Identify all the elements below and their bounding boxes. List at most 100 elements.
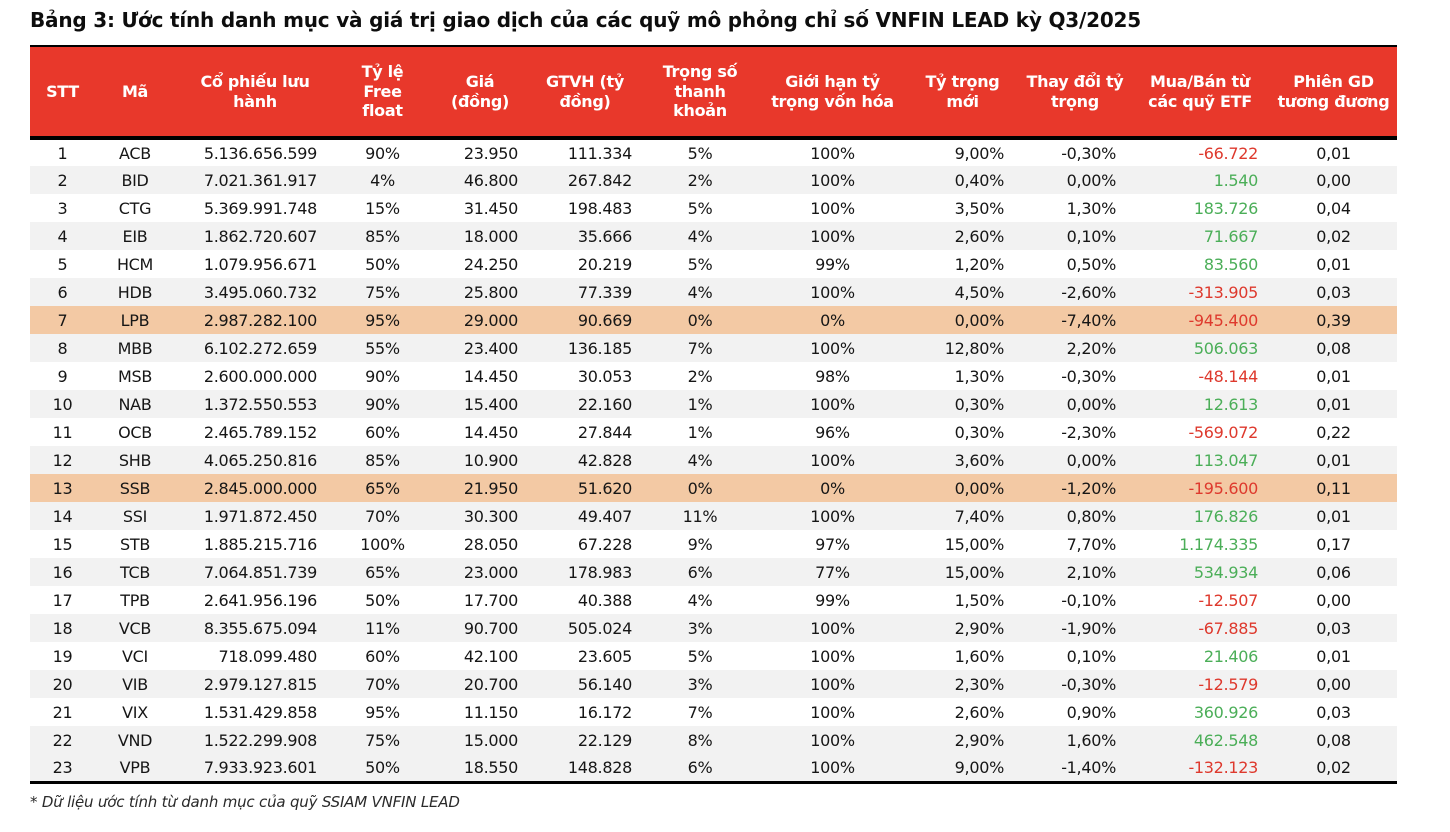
cell-free_float: 65% bbox=[365, 478, 400, 498]
cell-liquidity_weight: 4% bbox=[687, 282, 713, 302]
cell-liquidity_weight: 2% bbox=[687, 170, 713, 190]
report-page: Bảng 3: Ước tính danh mục và giá trị gia… bbox=[30, 8, 1397, 811]
cell-free_float: 95% bbox=[365, 702, 400, 722]
cell-etf_flow: 1.540 bbox=[1213, 170, 1259, 190]
cell-mcap: 35.666 bbox=[577, 226, 632, 246]
cell-stt: 5 bbox=[57, 254, 68, 274]
cell-sessions: 0,01 bbox=[1316, 143, 1351, 163]
cell-sessions: 0,00 bbox=[1316, 590, 1351, 610]
cell-stt: 13 bbox=[52, 478, 73, 498]
cell-liquidity_weight: 4% bbox=[687, 450, 713, 470]
table-row-OCB: 11 OCB 2.465.789.152 60% 14.450 27.844 1% 96% 0,… bbox=[30, 418, 1397, 446]
cell-weight_change: 0,50% bbox=[1066, 254, 1117, 274]
cell-liquidity_weight: 3% bbox=[687, 674, 713, 694]
cell-price: 30.300 bbox=[463, 506, 518, 526]
cell-etf_flow: 176.826 bbox=[1193, 506, 1258, 526]
cell-new_weight: 2,30% bbox=[954, 674, 1005, 694]
cell-cap_limit: 100% bbox=[810, 646, 855, 666]
cell-sessions: 0,03 bbox=[1316, 282, 1351, 302]
cell-weight_change: 0,00% bbox=[1066, 170, 1117, 190]
cell-new_weight: 9,00% bbox=[905, 754, 1020, 784]
cell-stt: 8 bbox=[57, 338, 68, 358]
cell-new_weight: 1,60% bbox=[954, 646, 1005, 666]
cell-shares: 2.845.000.000 bbox=[203, 478, 317, 498]
column-header-shares: Cổ phiếu lưu hành bbox=[175, 45, 335, 140]
cell-liquidity_weight: 6% bbox=[640, 754, 760, 784]
cell-stt: 22 bbox=[52, 730, 73, 750]
cell-sessions: 0,01 bbox=[1316, 254, 1351, 274]
cell-shares: 2.641.956.196 bbox=[203, 590, 317, 610]
cell-sessions: 0,17 bbox=[1316, 534, 1351, 554]
cell-weight_change: -0,30% bbox=[1061, 366, 1116, 386]
cell-weight_change: 0,80% bbox=[1066, 506, 1117, 526]
cell-new_weight: 2,60% bbox=[954, 226, 1005, 246]
cell-mcap: 27.844 bbox=[577, 422, 632, 442]
cell-etf_flow: 183.726 bbox=[1193, 198, 1258, 218]
cell-sessions: 0,01 bbox=[1316, 506, 1351, 526]
table-row-VCB: 18 VCB 8.355.675.094 11% 90.700 505.024 3% 100%… bbox=[30, 614, 1397, 642]
cell-free_float: 15% bbox=[365, 198, 400, 218]
column-header-sessions: Phiên GD tương đương bbox=[1270, 45, 1397, 140]
column-header-new_weight: Tỷ trọng mới bbox=[905, 45, 1020, 140]
cell-new_weight: 2,90% bbox=[954, 730, 1005, 750]
cell-weight_change: 2,20% bbox=[1066, 338, 1117, 358]
cell-weight_change: -2,30% bbox=[1061, 422, 1116, 442]
cell-stt: 15 bbox=[52, 534, 73, 554]
cell-shares: 1.885.215.716 bbox=[203, 534, 317, 554]
cell-mcap: 16.172 bbox=[577, 702, 632, 722]
cell-price: 23.400 bbox=[463, 338, 518, 358]
cell-free_float: 85% bbox=[365, 226, 400, 246]
cell-price: 42.100 bbox=[463, 646, 518, 666]
cell-ma: VPB bbox=[95, 754, 175, 784]
cell-free_float: 50% bbox=[365, 590, 400, 610]
cell-mcap: 49.407 bbox=[577, 506, 632, 526]
cell-free_float: 11% bbox=[365, 618, 400, 638]
cell-shares: 1.862.720.607 bbox=[203, 226, 317, 246]
cell-mcap: 111.334 bbox=[567, 143, 632, 163]
cell-stt: 23 bbox=[30, 754, 95, 784]
cell-weight_change: -7,40% bbox=[1061, 310, 1116, 330]
cell-ma: NAB bbox=[118, 394, 152, 414]
cell-liquidity_weight: 2% bbox=[687, 366, 713, 386]
cell-free_float: 60% bbox=[365, 422, 400, 442]
cell-ma: VIX bbox=[122, 702, 148, 722]
cell-free_float: 75% bbox=[365, 282, 400, 302]
cell-cap_limit: 100% bbox=[810, 338, 855, 358]
cell-cap_limit: 100% bbox=[810, 282, 855, 302]
cell-mcap: 77.339 bbox=[577, 282, 632, 302]
cell-etf_flow: 71.667 bbox=[1203, 226, 1258, 246]
cell-free_float: 50% bbox=[365, 254, 400, 274]
cell-weight_change: -2,60% bbox=[1061, 282, 1116, 302]
cell-new_weight: 9,00% bbox=[954, 143, 1005, 163]
cell-cap_limit: 100% bbox=[810, 394, 855, 414]
cell-weight_change: -0,30% bbox=[1061, 143, 1116, 163]
cell-price: 10.900 bbox=[463, 450, 518, 470]
cell-new_weight: 2,60% bbox=[954, 702, 1005, 722]
cell-ma: VCI bbox=[122, 646, 148, 666]
cell-cap_limit: 100% bbox=[810, 730, 855, 750]
cell-cap_limit: 100% bbox=[810, 674, 855, 694]
cell-stt: 12 bbox=[52, 450, 73, 470]
cell-weight_change: 0,00% bbox=[1066, 450, 1117, 470]
cell-etf_flow: 12.613 bbox=[1203, 394, 1258, 414]
cell-weight_change: -1,90% bbox=[1061, 618, 1116, 638]
cell-liquidity_weight: 11% bbox=[682, 506, 718, 526]
cell-cap_limit: 98% bbox=[815, 366, 850, 386]
footnote: * Dữ liệu ước tính từ danh mục của quỹ S… bbox=[30, 792, 460, 811]
cell-liquidity_weight: 7% bbox=[687, 338, 713, 358]
cell-mcap: 148.828 bbox=[530, 754, 640, 784]
cell-liquidity_weight: 0% bbox=[687, 310, 713, 330]
cell-mcap: 198.483 bbox=[567, 198, 632, 218]
cell-shares: 1.372.550.553 bbox=[203, 394, 317, 414]
cell-cap_limit: 77% bbox=[815, 562, 850, 582]
cell-shares: 1.522.299.908 bbox=[203, 730, 317, 750]
column-header-mcap: GTVH (tỷ đồng) bbox=[530, 45, 640, 140]
cell-price: 15.000 bbox=[463, 730, 518, 750]
cell-sessions: 0,03 bbox=[1316, 702, 1351, 722]
cell-free_float: 55% bbox=[365, 338, 400, 358]
cell-price: 21.950 bbox=[463, 478, 518, 498]
cell-cap_limit: 97% bbox=[815, 534, 850, 554]
cell-new_weight: 0,30% bbox=[954, 394, 1005, 414]
cell-sessions: 0,22 bbox=[1316, 422, 1351, 442]
cell-sessions: 0,01 bbox=[1316, 450, 1351, 470]
